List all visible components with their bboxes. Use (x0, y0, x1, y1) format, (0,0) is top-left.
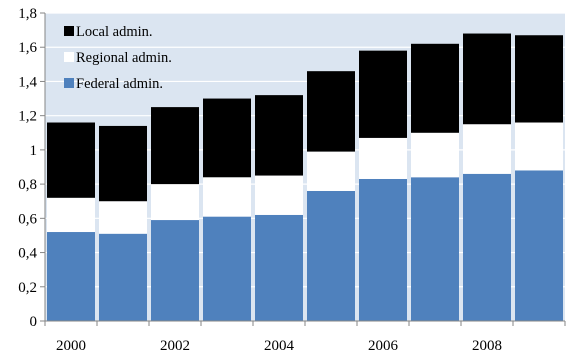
bar-segment-local-admin (99, 125, 147, 202)
y-tick-label: 1,2 (18, 109, 37, 125)
bar-segment-local-admin (255, 95, 303, 176)
x-tick-label: 2006 (368, 338, 399, 354)
bar-segment-federal-admin (463, 173, 511, 321)
legend-label: Local admin. (76, 24, 153, 40)
bar-segment-local-admin (411, 43, 459, 133)
legend-swatch (64, 78, 74, 88)
bar-segment-federal-admin (515, 170, 563, 321)
bar-segment-regional-admin (515, 122, 563, 171)
bar-segment-regional-admin (307, 151, 355, 191)
bar-segment-regional-admin (203, 177, 251, 217)
bar-segment-federal-admin (203, 216, 251, 321)
y-axis-ticks: 0 0,2 0,4 0,6 0,8 1 1,2 1,4 1,6 1,8 (18, 6, 45, 330)
bar-segment-local-admin (515, 35, 563, 123)
y-tick-label: 1 (30, 143, 38, 159)
bar-segment-local-admin (203, 98, 251, 178)
x-axis-ticks: 2000 2002 2004 2006 2008 (44, 321, 566, 354)
bar-segment-federal-admin (99, 233, 147, 321)
legend-label: Federal admin. (76, 76, 163, 92)
bar-segment-federal-admin (359, 178, 407, 321)
y-tick-label: 1,6 (18, 40, 37, 56)
bar-segment-regional-admin (99, 201, 147, 234)
bar-segment-local-admin (359, 50, 407, 138)
bars (47, 33, 563, 321)
x-tick-label: 2000 (56, 338, 86, 354)
bar-segment-regional-admin (359, 137, 407, 179)
bar-segment-local-admin (307, 71, 355, 152)
bar-segment-federal-admin (47, 232, 95, 321)
bar-segment-regional-admin (411, 132, 459, 178)
x-tick-label: 2002 (160, 338, 190, 354)
bar-segment-regional-admin (255, 175, 303, 215)
bar-segment-regional-admin (47, 197, 95, 233)
bar-segment-federal-admin (255, 214, 303, 321)
legend: Local admin. Regional admin. Federal admin… (64, 24, 172, 92)
y-tick-label: 0,4 (18, 246, 37, 262)
y-tick-label: 0,8 (18, 177, 37, 193)
y-tick-label: 1,4 (18, 74, 37, 90)
bar-segment-local-admin (463, 33, 511, 125)
bar-segment-local-admin (151, 107, 199, 185)
y-tick-label: 1,8 (18, 6, 37, 22)
y-tick-label: 0 (30, 314, 38, 330)
legend-swatch (64, 26, 74, 36)
bar-segment-regional-admin (463, 124, 511, 174)
x-tick-label: 2004 (264, 338, 295, 354)
legend-swatch (64, 52, 74, 62)
legend-label: Regional admin. (76, 50, 172, 66)
y-tick-label: 0,6 (18, 211, 37, 227)
bar-segment-regional-admin (151, 184, 199, 221)
bar-segment-federal-admin (151, 220, 199, 321)
y-tick-label: 0,2 (18, 280, 37, 296)
x-tick-label: 2008 (472, 338, 502, 354)
bar-segment-local-admin (47, 122, 95, 198)
bar-segment-federal-admin (307, 190, 355, 321)
bar-segment-federal-admin (411, 177, 459, 321)
